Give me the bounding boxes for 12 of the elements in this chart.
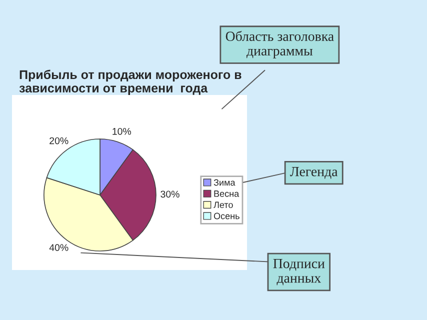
- data-label: 30%: [160, 190, 180, 198]
- text: Подписи данных: [273, 258, 325, 286]
- legend-label: Лето: [214, 202, 233, 208]
- data-label: 40%: [49, 244, 68, 252]
- text: Область заголовка диаграммы: [226, 30, 334, 58]
- text: Легенда: [290, 167, 338, 179]
- legend-label: Зима: [214, 179, 236, 186]
- data-label: 10%: [112, 128, 132, 135]
- legend-label: Осень: [214, 212, 240, 220]
- data-label: 20%: [50, 137, 68, 144]
- legend-label: Весна: [214, 190, 240, 197]
- chart-title: Прибыль от продажи мороженого в зависимости от времени года: [19, 70, 242, 95]
